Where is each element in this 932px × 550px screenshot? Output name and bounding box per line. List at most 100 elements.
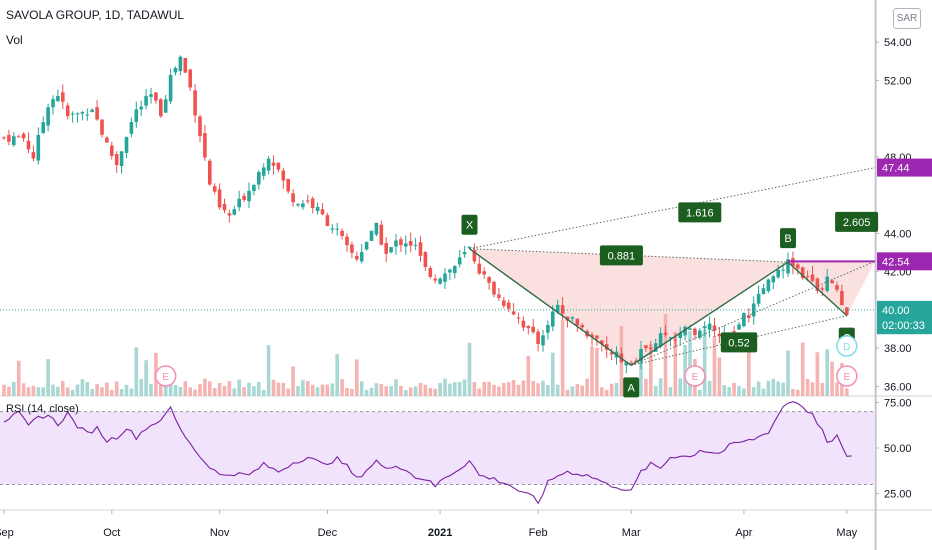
volume-bar [95, 384, 99, 396]
rsi-band [0, 411, 875, 485]
volume-bar [477, 388, 482, 396]
candle-body [698, 330, 702, 338]
volume-bar [21, 383, 26, 396]
candle-body [609, 352, 614, 355]
volume-bar [830, 361, 834, 396]
candle-body [266, 158, 271, 171]
price-axis[interactable]: 54.0052.0048.0044.0042.0038.0036.0075.00… [875, 37, 912, 501]
volume-bar [281, 382, 286, 396]
volume-bar [614, 382, 619, 396]
volume-bar [257, 382, 261, 396]
candle-body [217, 189, 222, 208]
point-label-x-box [461, 214, 478, 235]
candle-body [61, 92, 65, 102]
candle-body [7, 134, 11, 142]
candle-body [296, 204, 300, 206]
leg-ab [630, 261, 789, 366]
volume-bar [65, 387, 70, 396]
price-tag-label: 40.00 [882, 305, 910, 317]
price-tick-label: 36.00 [884, 381, 912, 393]
volume-bar [702, 329, 707, 396]
candle-body [433, 278, 437, 281]
volume-bar [139, 379, 143, 396]
candle-body [129, 122, 134, 134]
candle-body [232, 209, 237, 215]
candle-body [511, 311, 516, 315]
candle-body [492, 281, 496, 295]
harmonic-pattern-lines[interactable] [0, 167, 876, 366]
volume-bar [796, 389, 800, 396]
price-tick-label: 44.00 [884, 228, 912, 240]
volume-bar [649, 344, 653, 396]
candle-body [595, 335, 599, 339]
pattern-area-bc [788, 261, 875, 316]
candle-body [173, 67, 178, 73]
volume-bar [487, 381, 491, 396]
volume-bar [506, 382, 511, 396]
volume-bar [291, 366, 295, 396]
candle-body [51, 99, 55, 108]
candle-body [840, 290, 844, 306]
candle-body [374, 222, 379, 235]
volume-bar [497, 386, 501, 396]
volume-bar [306, 381, 310, 396]
candle-body [56, 95, 60, 102]
candle-body [497, 294, 501, 298]
volume-bar [114, 381, 119, 396]
volume-bar [810, 382, 815, 396]
volume-bar [776, 381, 780, 396]
volume-label[interactable]: Vol [6, 33, 23, 47]
event-letter: E [692, 372, 699, 383]
volume-bar [408, 387, 413, 396]
volume-bar [423, 384, 428, 396]
volume-bar [526, 355, 531, 396]
volume-bar [144, 360, 148, 396]
volume-bar [286, 388, 290, 396]
candle-body [845, 307, 849, 315]
volume-bar [600, 387, 604, 396]
candle-body [639, 348, 643, 362]
candle-body [306, 200, 310, 202]
event-marker [154, 365, 177, 387]
candle-body [21, 133, 26, 139]
time-axis[interactable]: Sep Oct Nov Dec 2021 Feb Mar Apr May [0, 510, 858, 539]
volume-bar [438, 382, 442, 396]
volume-bar [7, 386, 11, 396]
candle-body [668, 337, 673, 339]
currency-badge[interactable]: SAR [893, 8, 921, 29]
volume-bar [462, 379, 467, 396]
volume-bar [168, 379, 173, 396]
volume-bar [658, 378, 663, 396]
candle-body [26, 140, 31, 150]
price-tag-label: 47.44 [882, 163, 910, 175]
volume-bar [119, 389, 124, 396]
candle-body [423, 252, 428, 267]
candle-body [36, 134, 41, 161]
candle-body [467, 246, 472, 249]
volume-bar [374, 383, 379, 396]
candle-body [159, 99, 163, 117]
volume-bar [604, 389, 609, 396]
candle-body [208, 160, 212, 185]
candle-body [310, 198, 315, 209]
volume-bar [100, 387, 104, 396]
volume-bar [330, 383, 335, 396]
volume-bar [761, 388, 766, 396]
candle-body [825, 276, 829, 291]
volume-bar [580, 385, 584, 396]
volume-bars [2, 313, 849, 396]
symbol-title[interactable]: SAVOLA GROUP, 1D, TADAWUL [6, 8, 185, 22]
volume-bar [105, 382, 109, 396]
candle-body [114, 154, 119, 165]
rsi-label[interactable]: RSI (14, close) [6, 403, 79, 415]
time-tick-label: Apr [735, 527, 752, 539]
candle-body [134, 109, 139, 123]
volume-bar [800, 342, 805, 396]
candle-body [359, 252, 364, 262]
candle-body [541, 335, 545, 346]
candle-body [75, 113, 80, 115]
candle-body [325, 215, 330, 227]
event-markers[interactable]: E E E D [154, 335, 858, 387]
